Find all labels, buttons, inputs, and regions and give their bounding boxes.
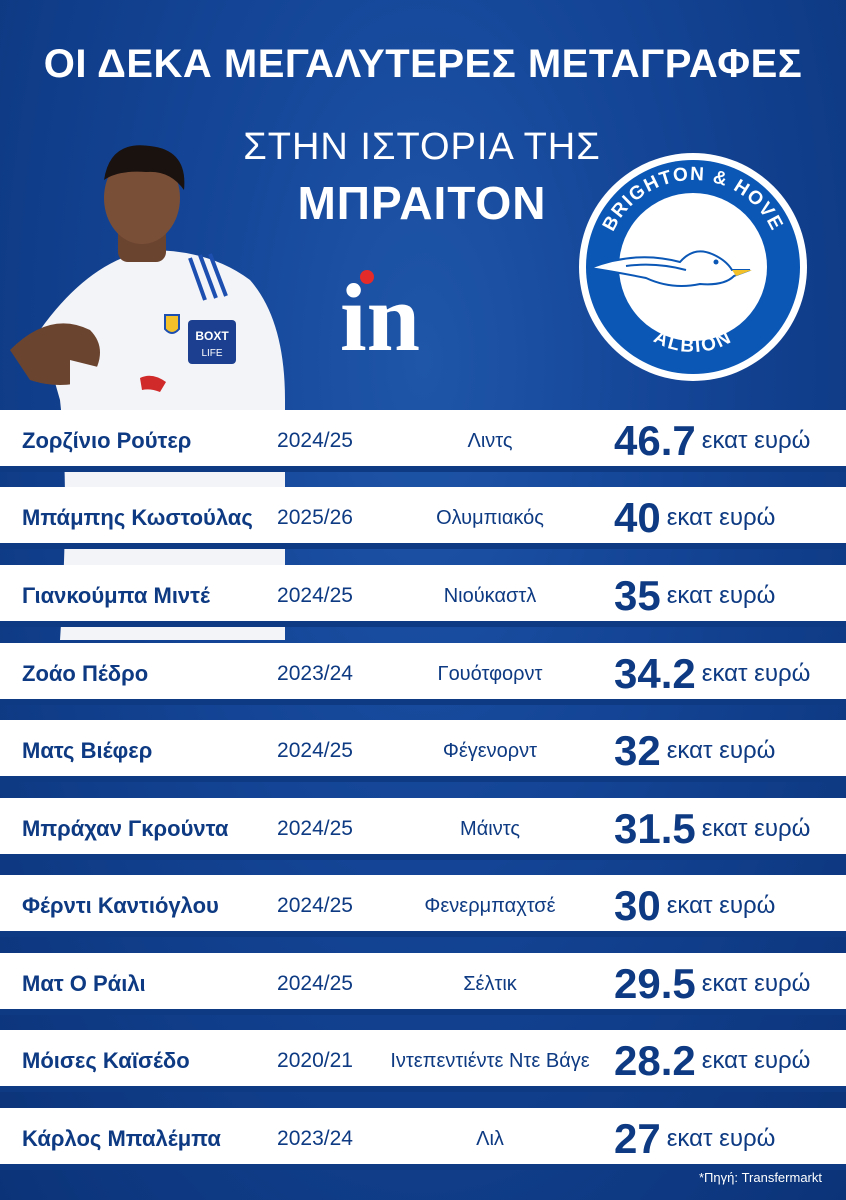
fee-amount: 31.5 [614, 805, 696, 852]
player-name: Ζορζίνιο Ρούτερ [22, 428, 192, 453]
player-name: Μπάμπης Κωστούλας [22, 505, 253, 530]
fee-unit: εκατ ευρώ [666, 504, 776, 531]
player-name: Φέρντι Καντιόγλου [22, 893, 219, 918]
row-divider [0, 931, 846, 937]
row-divider [0, 1009, 846, 1015]
fee-amount: 40 [614, 494, 661, 541]
headline: ΟΙ ΔΕΚΑ ΜΕΓΑΛΥΤΕΡΕΣ ΜΕΤΑΓΡΑΦΕΣ [43, 42, 803, 86]
transfer-fee: 28.2 εκατ ευρώ [614, 1030, 810, 1092]
selling-club: Λιντς [467, 430, 513, 452]
fee-amount: 46.7 [614, 417, 696, 464]
transfer-row: Κάρλος Μπαλέμπα 2023/24 Λιλ 27 εκατ ευρώ [0, 1108, 846, 1170]
fee-unit: εκατ ευρώ [701, 815, 811, 842]
row-divider [0, 776, 846, 782]
row-divider [0, 699, 846, 705]
player-name: Ματ Ο Ράιλι [22, 971, 146, 996]
sponsor-text-2: LIFE [201, 348, 222, 359]
brighton-crest: BRIGHTON & HOVE ALBION [579, 153, 807, 381]
fee-amount: 29.5 [614, 960, 696, 1007]
logo-text: in [340, 264, 421, 371]
fee-unit: εκατ ευρώ [701, 660, 811, 687]
transfer-season: 2025/26 [277, 506, 353, 529]
transfer-row: Μόισες Καϊσέδο 2020/21 Ιντεπεντιέντε Ντε Β… [0, 1030, 846, 1092]
transfer-season: 2024/25 [277, 739, 353, 762]
transfer-season: 2024/25 [277, 972, 353, 995]
source-note: *Πηγή: Transfermarkt [698, 1170, 822, 1185]
selling-club: Ολυμπιακός [436, 507, 544, 529]
transfer-season: 2024/25 [277, 584, 353, 607]
player-name: Μπράχαν Γκρούντα [22, 816, 229, 841]
selling-club: Νιούκαστλ [443, 585, 537, 607]
transfer-fee: 32 εκατ ευρώ [614, 720, 775, 782]
transfer-season: 2023/24 [277, 1127, 353, 1150]
logo-dot [360, 270, 374, 284]
transfer-fee: 46.7 εκατ ευρώ [614, 410, 810, 472]
transfer-fee: 34.2 εκατ ευρώ [614, 643, 810, 705]
row-divider [0, 1164, 846, 1170]
transfer-row: Φέρντι Καντιόγλου 2024/25 Φενερμπαχτσέ 30 εκ… [0, 875, 846, 937]
selling-club: Σέλτικ [463, 973, 517, 995]
transfer-row: Ζοάο Πέδρο 2023/24 Γουότφορντ 34.2 εκατ ευρώ [0, 643, 846, 705]
transfer-row: Μπάμπης Κωστούλας 2025/26 Ολυμπιακός 40 εκατ… [0, 487, 846, 549]
transfer-fee: 31.5 εκατ ευρώ [614, 798, 810, 860]
selling-club: Ιντεπεντιέντε Ντε Βάγε [390, 1050, 590, 1072]
subheadline: ΣΤΗΝ ΙΣΤΟΡΙΑ ΤΗΣ [243, 126, 601, 168]
selling-club: Μάιντς [460, 818, 520, 840]
fee-unit: εκατ ευρώ [666, 1125, 776, 1152]
row-divider [0, 1086, 846, 1092]
selling-club: Γουότφορντ [437, 663, 543, 685]
selling-club: Φέγενορντ [442, 740, 538, 762]
transfer-row: Γιανκούμπα Μιντέ 2024/25 Νιούκαστλ 35 εκατ ε… [0, 565, 846, 627]
transfer-fee: 30 εκατ ευρώ [614, 875, 775, 937]
fee-unit: εκατ ευρώ [701, 1047, 811, 1074]
transfer-fee: 29.5 εκατ ευρώ [614, 953, 810, 1015]
player-name: Κάρλος Μπαλέμπα [22, 1126, 221, 1151]
transfer-season: 2024/25 [277, 894, 353, 917]
fee-unit: εκατ ευρώ [666, 582, 776, 609]
fee-unit: εκατ ευρώ [701, 970, 811, 997]
fee-amount: 34.2 [614, 650, 696, 697]
fee-amount: 32 [614, 727, 661, 774]
transfer-row: Μπράχαν Γκρούντα 2024/25 Μάιντς 31.5 εκατ ευ… [0, 798, 846, 860]
fee-amount: 35 [614, 572, 661, 619]
in-logo: in [340, 264, 460, 371]
player-name: Μόισες Καϊσέδο [22, 1048, 190, 1073]
transfer-season: 2024/25 [277, 429, 353, 452]
transfer-season: 2020/21 [277, 1049, 353, 1072]
fee-amount: 30 [614, 882, 661, 929]
transfer-season: 2024/25 [277, 817, 353, 840]
selling-club: Φενερμπαχτσέ [424, 895, 556, 917]
fee-amount: 27 [614, 1115, 661, 1162]
transfer-fee: 27 εκατ ευρώ [614, 1108, 775, 1170]
transfer-row: Ματ Ο Ράιλι 2024/25 Σέλτικ 29.5 εκατ ευρώ [0, 953, 846, 1015]
fee-unit: εκατ ευρώ [701, 427, 811, 454]
transfer-row: Ματς Βιέφερ 2024/25 Φέγενορντ 32 εκατ ευρώ [0, 720, 846, 782]
player-name: Ματς Βιέφερ [22, 738, 153, 763]
row-divider [0, 543, 846, 549]
fee-unit: εκατ ευρώ [666, 737, 776, 764]
fee-unit: εκατ ευρώ [666, 892, 776, 919]
transfer-row: Ζορζίνιο Ρούτερ 2024/25 Λιντς 46.7 εκατ ευρώ [0, 410, 846, 472]
selling-club: Λιλ [476, 1128, 504, 1150]
transfer-fee: 40 εκατ ευρώ [614, 487, 775, 549]
fee-amount: 28.2 [614, 1037, 696, 1084]
row-divider [0, 621, 846, 627]
sponsor-text-1: BOXT [195, 329, 229, 343]
row-divider [0, 466, 846, 472]
transfer-fee: 35 εκατ ευρώ [614, 565, 775, 627]
club-name-title: ΜΠΡΑΙΤΟΝ [297, 177, 547, 229]
transfer-season: 2023/24 [277, 662, 353, 685]
player-name: Ζοάο Πέδρο [22, 661, 149, 686]
row-divider [0, 854, 846, 860]
player-name: Γιανκούμπα Μιντέ [22, 583, 210, 608]
